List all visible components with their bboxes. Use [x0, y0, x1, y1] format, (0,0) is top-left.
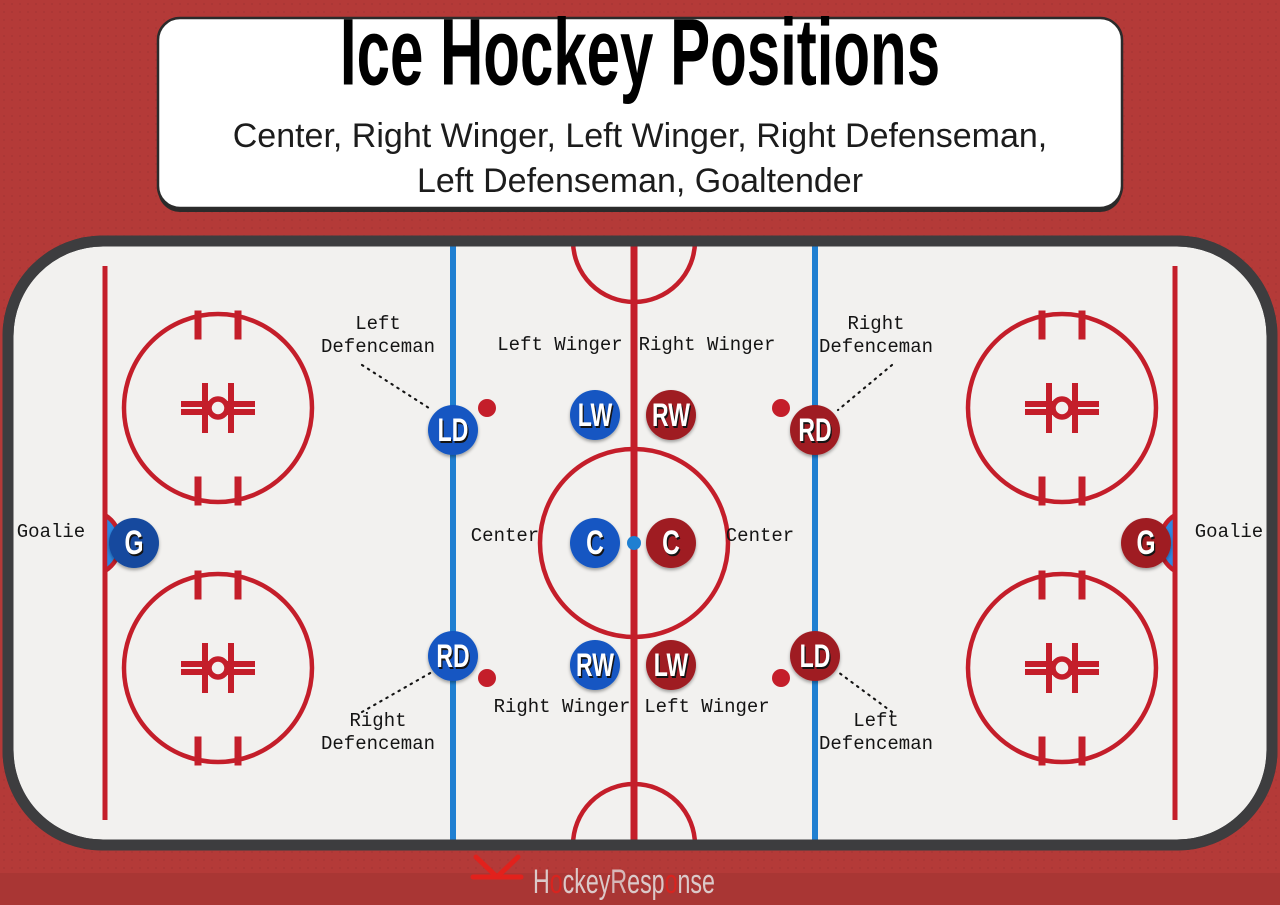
svg-text:Center: Center [471, 525, 539, 547]
svg-text:RW: RW [652, 397, 691, 433]
svg-text:RD: RD [798, 412, 831, 448]
svg-text:RW: RW [576, 647, 615, 683]
svg-text:Center: Center [726, 525, 794, 547]
svg-text:RD: RD [436, 638, 469, 674]
svg-text:C: C [586, 524, 604, 562]
svg-text:Defenceman: Defenceman [819, 336, 933, 358]
svg-text:Right: Right [847, 313, 904, 335]
svg-text:Ice Hockey Positions: Ice Hockey Positions [340, 0, 940, 105]
svg-text:Left Winger: Left Winger [497, 334, 622, 356]
svg-text:Center, Right Winger, Left Win: Center, Right Winger, Left Winger, Right… [233, 117, 1048, 155]
svg-text:Left: Left [355, 313, 401, 335]
svg-text:G: G [1136, 524, 1155, 562]
svg-text:Goalie: Goalie [17, 521, 85, 543]
svg-text:Goalie: Goalie [1195, 521, 1263, 543]
svg-text:LW: LW [578, 397, 613, 433]
svg-text:G: G [124, 524, 143, 562]
svg-text:LD: LD [438, 412, 469, 448]
svg-text:Left: Left [853, 710, 899, 732]
svg-text:C: C [662, 524, 680, 562]
svg-text:Left Winger: Left Winger [644, 696, 769, 718]
svg-text:Defenceman: Defenceman [819, 733, 933, 755]
svg-text:Defenceman: Defenceman [321, 336, 435, 358]
svg-text:HockeyResponse: HockeyResponse [533, 863, 715, 902]
svg-text:LW: LW [654, 647, 689, 683]
svg-text:Defenceman: Defenceman [321, 733, 435, 755]
svg-text:Right Winger: Right Winger [639, 334, 776, 356]
svg-text:Left Defenseman, Goaltender: Left Defenseman, Goaltender [417, 162, 863, 200]
svg-text:Right: Right [349, 710, 406, 732]
svg-text:LD: LD [800, 638, 831, 674]
svg-text:Right Winger: Right Winger [494, 696, 631, 718]
